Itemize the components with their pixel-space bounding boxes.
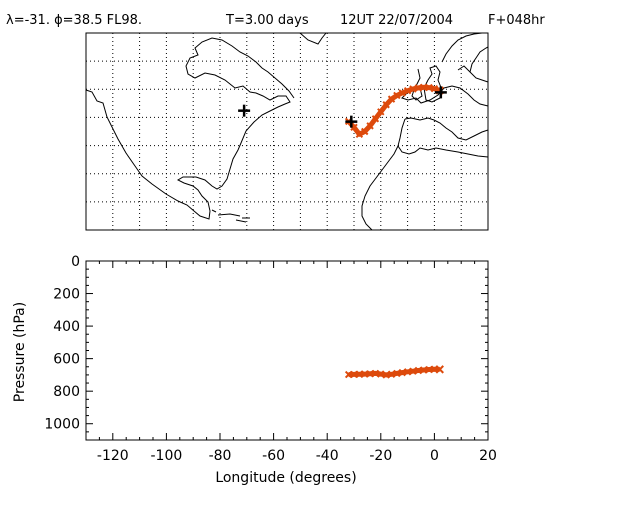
map-trajectory-point <box>387 95 396 103</box>
y-tick-label: 200 <box>53 287 80 303</box>
x-tick-label: 0 <box>430 448 439 464</box>
y-tick-label: 600 <box>53 352 80 368</box>
pressure-series-point-stroke <box>398 368 406 377</box>
x-tick-label: -80 <box>209 448 232 464</box>
map-trajectory-point-stroke <box>403 86 412 95</box>
pressure-series-point-stroke <box>366 370 374 378</box>
pressure-series-point-stroke <box>361 370 369 378</box>
map-trajectory-point-stroke <box>361 127 369 136</box>
pressure-series-point <box>398 368 406 377</box>
coastlines <box>85 32 489 231</box>
map-trajectory-point-stroke <box>371 115 380 123</box>
map-release-markers <box>238 86 447 128</box>
x-tick-label: -40 <box>316 448 339 464</box>
map-trajectory-point <box>366 122 374 130</box>
pressure-series-point-stroke <box>344 370 353 379</box>
coastline-baltic-fragment <box>457 65 489 83</box>
pressure-series-point-stroke <box>387 370 396 378</box>
pressure-series-point-stroke <box>393 369 401 378</box>
pressure-series-point-stroke <box>350 370 358 379</box>
pressure-series-point-stroke <box>377 370 385 378</box>
pressure-series-point-stroke <box>403 368 412 376</box>
x-tick-label: 20 <box>479 448 497 464</box>
map-trajectory-point-stroke <box>409 85 417 93</box>
coastline-north-america <box>85 37 295 220</box>
pressure-series-point-stroke <box>419 366 428 374</box>
map-trajectory-point-stroke <box>398 89 406 97</box>
pressure-series-point-stroke <box>425 365 433 374</box>
map-frame <box>85 32 489 231</box>
pressure-series-point <box>409 367 417 375</box>
pressure-panel: -120 -100 -80 -60 -40 -20 0 2002004006008001000… <box>12 254 497 486</box>
pressure-series-point <box>382 371 390 379</box>
pressure-series-end-marker-stroke <box>435 365 444 374</box>
pressure-series-point <box>377 370 385 378</box>
header-time: 12UT 22/07/2004 <box>340 13 453 28</box>
map-trajectory-point-stroke <box>425 83 433 92</box>
coastline-scandinavia <box>441 32 489 73</box>
map-trajectory-point <box>430 85 439 93</box>
map-trajectory-point <box>425 83 433 92</box>
map-trajectory-point-stroke <box>382 101 390 109</box>
y-tick-label: 800 <box>53 384 80 400</box>
map-trajectory-point <box>361 127 369 136</box>
pressure-series-point-stroke <box>414 366 423 375</box>
x-axis-label: Longitude (degrees) <box>215 470 356 486</box>
release-marker <box>434 86 447 99</box>
map-trajectory-point-stroke <box>355 130 364 139</box>
header-position: λ=-31. ϕ=38.5 FL98. <box>6 13 142 28</box>
x-tick-label: -100 <box>151 448 183 464</box>
pressure-frame <box>85 260 489 441</box>
map-trajectory-point <box>382 101 390 109</box>
y-tick-label: 1000 <box>44 417 80 433</box>
y-tick-label: 0 <box>71 254 80 270</box>
release-marker <box>345 115 358 128</box>
release-marker <box>238 104 251 117</box>
y-axis-label: Pressure (hPa) <box>12 302 28 402</box>
pressure-series-point <box>371 369 380 378</box>
coastline-europe-africa <box>361 68 489 231</box>
x-tick-label: -20 <box>369 448 392 464</box>
map-trajectory-point-stroke <box>350 123 358 131</box>
map-trajectory-point-stroke <box>393 91 401 100</box>
pressure-series-point-stroke <box>371 369 380 378</box>
pressure-series-point <box>403 368 412 376</box>
x-tick-label: -120 <box>97 448 129 464</box>
pressure-series-point-stroke <box>382 371 390 379</box>
map-trajectory-point-stroke <box>387 95 396 103</box>
pressure-series-end-marker <box>435 365 444 374</box>
map-trajectory-point <box>393 91 401 100</box>
map-trajectory-point <box>398 89 406 97</box>
pressure-series-point-stroke <box>355 370 364 378</box>
pressure-series <box>344 365 444 379</box>
x-tick-label: -60 <box>262 448 285 464</box>
map-trajectory-point <box>371 115 380 123</box>
pressure-series-point <box>387 370 396 378</box>
map-trajectory-point-stroke <box>430 85 439 93</box>
map-trajectory-point <box>355 130 364 139</box>
header-duration: T=3.00 days <box>225 13 309 28</box>
map-trajectory-point-stroke <box>377 108 385 116</box>
pressure-series-point <box>393 369 401 378</box>
coastline-greenland-fragment <box>299 32 327 45</box>
map-trajectory-point-stroke <box>366 122 374 130</box>
map-trajectory-point <box>377 108 385 116</box>
map-trajectory-point-stroke <box>414 84 423 92</box>
map-trajectory-point <box>403 86 412 95</box>
y-tick-label: 400 <box>53 319 80 335</box>
map-trajectory-point <box>409 85 417 93</box>
header-forecast: F+048hr <box>488 13 545 28</box>
coastline-gulf-islands <box>211 209 250 223</box>
header: λ=-31. ϕ=38.5 FL98. T=3.00 days 12UT 22/… <box>6 13 545 28</box>
pressure-series-point-stroke <box>409 367 417 375</box>
map-panel <box>85 32 489 231</box>
